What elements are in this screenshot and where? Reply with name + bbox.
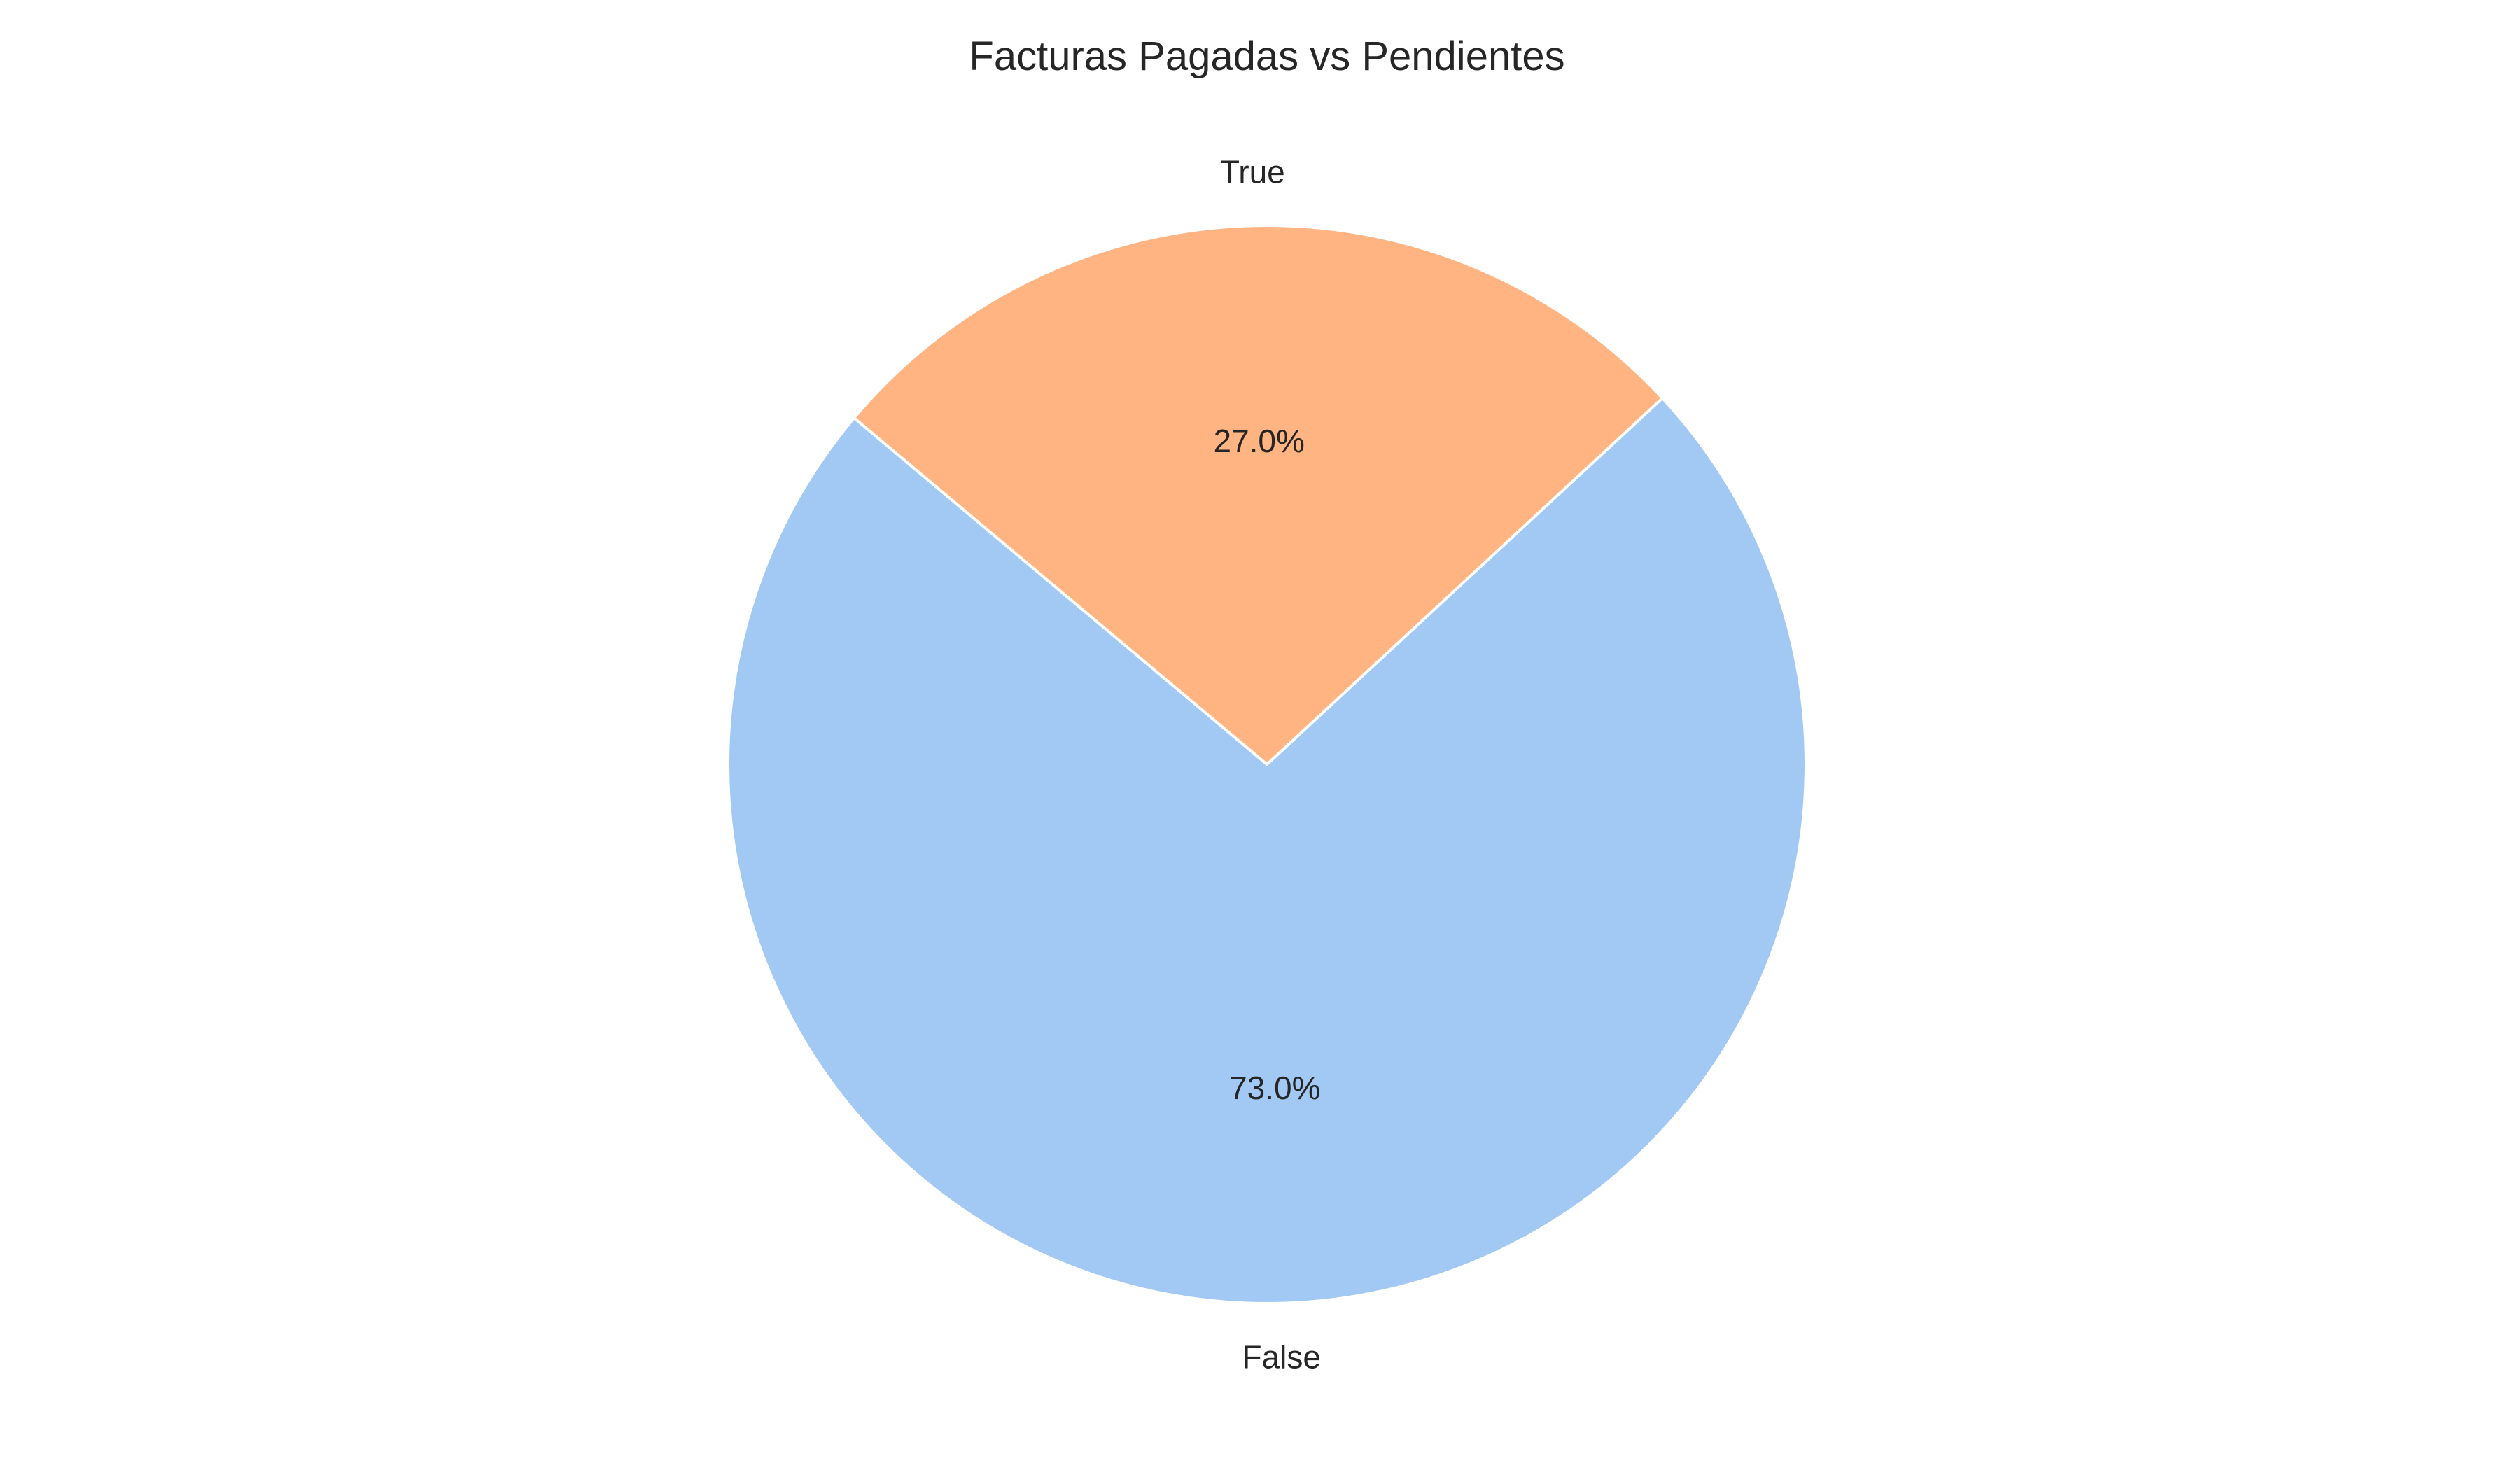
pie-slice-false [727,396,1807,1305]
slice-percent-false: 73.0% [1229,1070,1320,1106]
pie-slices [727,224,1807,1305]
slice-percent-true: 27.0% [1213,423,1304,459]
pie-slice-true [853,224,1664,766]
chart-title: Facturas Pagadas vs Pendientes [969,34,1564,79]
pie-labels: False 73.0% True 27.0% [1213,153,1320,1375]
slice-label-false: False [1242,1339,1320,1376]
slice-label-true: True [1220,153,1285,190]
